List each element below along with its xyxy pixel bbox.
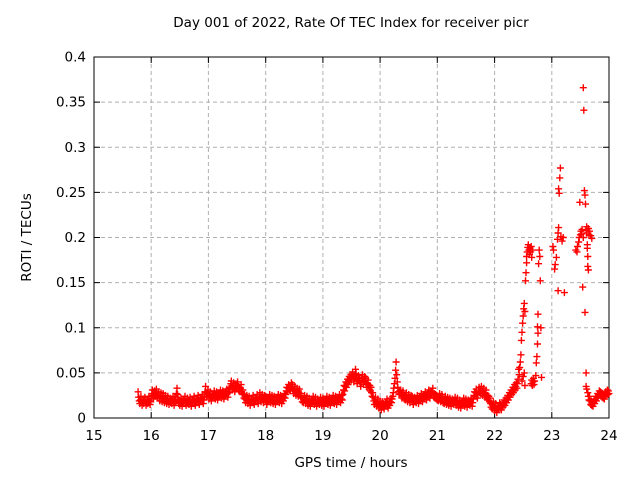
chart-title: Day 001 of 2022, Rate Of TEC Index for r… [173,15,529,31]
y-tick-label: 0.25 [56,185,86,201]
data-points [134,84,613,417]
y-axis-label: ROTI / TECUs [19,193,35,281]
x-tick-label: 15 [85,428,102,444]
y-tick-label: 0 [77,411,86,427]
x-tick-label: 23 [543,428,560,444]
y-tick-label: 0.1 [65,320,86,336]
x-tick-label: 16 [143,428,160,444]
x-tick-label: 22 [486,428,503,444]
data-points-layer [134,84,613,417]
axis-tick-marks [93,56,610,419]
x-tick-label: 17 [200,428,217,444]
x-tick-label: 21 [429,428,446,444]
y-tick-label: 0.15 [56,275,86,291]
x-tick-label: 18 [257,428,274,444]
grid-line-path [94,57,609,418]
y-tick-label: 0.3 [65,140,86,156]
y-tick-labels: 0 0.05 0.1 0.15 0.2 0.25 0.3 0.35 0.4 [56,50,86,427]
y-tick-label: 0.2 [65,230,86,246]
x-axis-label: GPS time / hours [294,455,407,471]
x-tick-label: 24 [600,428,617,444]
y-tick-label: 0.35 [56,95,86,111]
x-tick-label: 20 [372,428,389,444]
y-tick-label: 0.4 [65,50,86,66]
x-tick-labels: 15 16 17 18 19 20 21 22 23 24 [85,428,617,444]
x-tick-label: 19 [314,428,331,444]
grid-lines [94,57,609,418]
y-tick-label: 0.05 [56,365,86,381]
